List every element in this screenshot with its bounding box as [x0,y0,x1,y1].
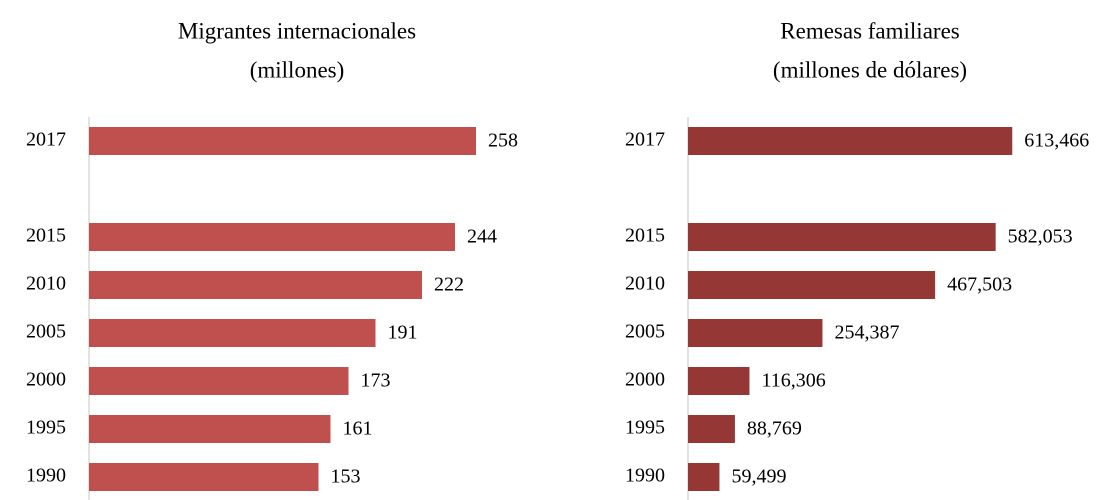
bar [89,127,476,155]
data-label: 191 [388,322,418,344]
bar [688,367,750,395]
data-label: 467,503 [947,274,1012,296]
y-tick-label: 2000 [26,369,66,391]
data-label: 161 [343,418,373,440]
chart-title: Migrantes internacionales [178,18,416,43]
y-tick-label: 2015 [26,225,66,247]
bar [688,319,823,347]
y-tick-label: 1990 [26,465,66,487]
bar [688,223,996,251]
data-label: 173 [361,370,391,392]
y-tick-label: 1990 [625,465,665,487]
y-tick-label: 2000 [625,369,665,391]
y-tick-label: 1995 [26,417,66,439]
bar [688,415,735,443]
bar [89,415,331,443]
y-tick-label: 2005 [26,321,66,343]
bar [688,127,1013,155]
y-tick-label: 2010 [26,273,66,295]
bar [89,223,455,251]
y-tick-label: 1995 [625,417,665,439]
y-tick-label: 2017 [625,129,665,151]
y-tick-label: 2017 [26,129,66,151]
data-label: 613,466 [1024,130,1089,152]
data-label: 258 [488,130,518,152]
chart-subtitle: (millones de dólares) [773,57,967,82]
bar [89,367,349,395]
bar [688,463,720,491]
bar [688,271,936,299]
bar [89,271,422,299]
data-label: 153 [331,466,361,488]
y-tick-label: 2015 [625,225,665,247]
data-label: 222 [434,274,464,296]
data-label: 244 [467,226,497,248]
bar [89,463,319,491]
y-tick-label: 2010 [625,273,665,295]
data-label: 116,306 [761,370,825,392]
data-label: 582,053 [1008,226,1073,248]
chart-subtitle: (millones) [250,57,345,82]
y-tick-label: 2005 [625,321,665,343]
data-label: 59,499 [731,466,786,488]
chart-title: Remesas familiares [780,18,960,43]
bar [89,319,376,347]
data-label: 88,769 [747,418,802,440]
data-label: 254,387 [834,322,899,344]
